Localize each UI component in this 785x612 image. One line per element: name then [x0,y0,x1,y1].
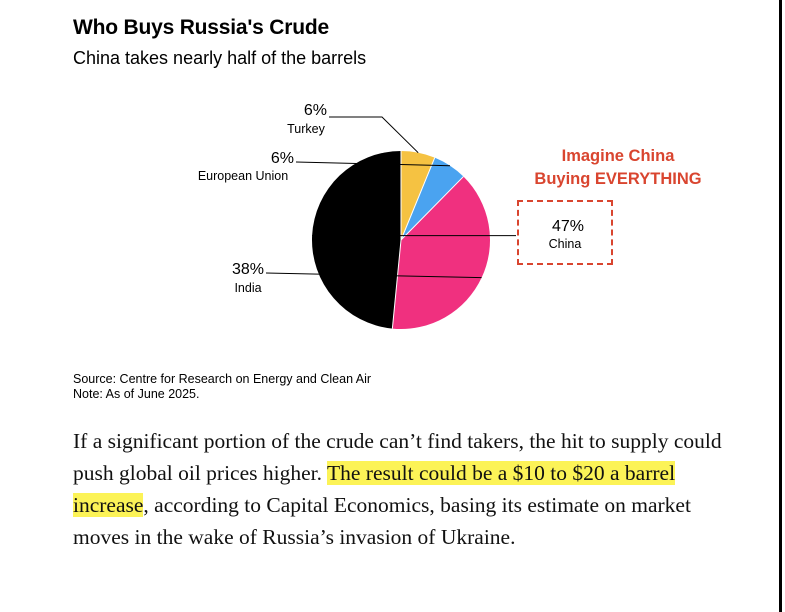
source-note: Source: Centre for Research on Energy an… [73,372,371,402]
slice-value-label: 47% [552,218,584,235]
slice-category-label: India [234,281,261,295]
source-line: Source: Centre for Research on Energy an… [73,372,372,386]
slice-separator [391,239,402,329]
slice-category-label: European Union [198,169,288,183]
leader-line-european-union [295,161,451,167]
leader-line-turkey [329,116,419,154]
slice-category-label: China [549,237,582,251]
slice-value-label: 6% [271,150,294,167]
article-text-2: , according to Capital Economics, basing… [73,493,691,549]
annotation-highlight-box [517,200,613,265]
pie-slice-european-union [401,157,464,240]
pie-slice-china [312,151,401,329]
pie-slice-turkey [401,151,435,240]
chart-subtitle: China takes nearly half of the barrels [73,48,367,68]
slice-separator [400,176,464,241]
annotation-text: Imagine China Buying EVERYTHING [518,145,718,191]
slice-category-label: Turkey [287,122,325,136]
annotation-line-1: Imagine China [561,147,675,165]
right-frame-border [779,0,782,612]
chart-title: Who Buys Russia's Crude [73,16,329,39]
article-paragraph: If a significant portion of the crude ca… [73,425,733,553]
slice-value-label: 38% [232,261,264,278]
article-text-1: If a significant portion of the crude ca… [73,429,722,485]
pie-slice-india [392,176,490,330]
slice-separator [400,157,436,241]
annotation-line-2: Buying EVERYTHING [534,170,702,188]
note-line: Note: As of June 2025. [73,387,200,401]
slice-value-label: 6% [304,102,327,119]
leader-line-india [265,272,482,279]
